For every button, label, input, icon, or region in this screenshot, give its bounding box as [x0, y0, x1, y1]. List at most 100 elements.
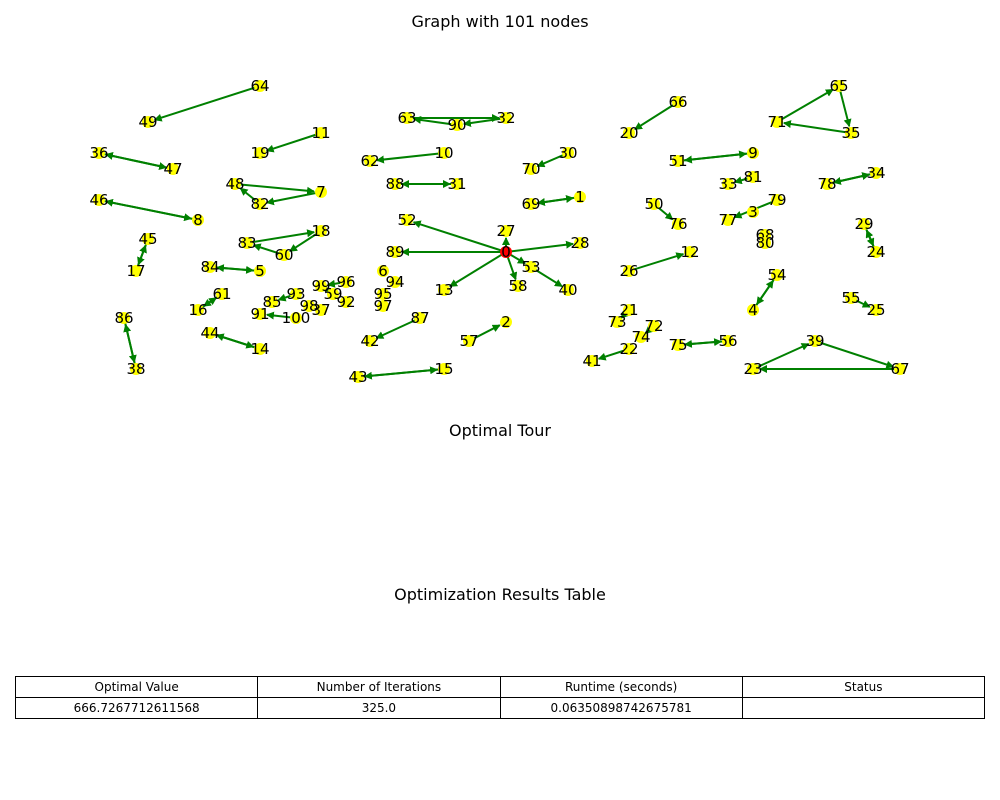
node-97-label: 97 [373, 297, 392, 315]
edge-15-43 [363, 368, 445, 380]
node-92-label: 92 [336, 293, 355, 311]
edge-5-84 [215, 264, 261, 273]
node-70-label: 70 [521, 160, 540, 178]
node-56-label: 56 [718, 332, 737, 350]
header-status: Status [741, 676, 986, 698]
node-80-marker [759, 237, 771, 249]
node-71-marker [771, 116, 783, 128]
node-48-marker [229, 178, 241, 190]
table-title: Optimization Results Table [394, 585, 606, 604]
node-23-label: 23 [743, 360, 762, 378]
tour-title: Optimal Tour [449, 421, 551, 440]
node-70-marker [525, 163, 537, 175]
edge-0-13 [449, 251, 507, 288]
node-51-label: 51 [668, 152, 687, 170]
node-17-label: 17 [126, 262, 145, 280]
node-43-marker [352, 371, 364, 383]
node-27-label: 27 [496, 222, 515, 240]
node-74-marker [635, 331, 647, 343]
node-9-label: 9 [748, 144, 758, 162]
node-75-label: 75 [668, 336, 687, 354]
node-39-label: 39 [805, 332, 824, 350]
node-4-marker [747, 304, 759, 316]
node-55-marker [845, 292, 857, 304]
node-79-marker [771, 194, 783, 206]
node-30-label: 30 [558, 144, 577, 162]
node-18-label: 18 [311, 222, 330, 240]
node-46-label: 46 [89, 191, 108, 209]
node-47-label: 47 [163, 160, 182, 178]
node-37-label: 37 [311, 301, 330, 319]
node-47-marker [167, 163, 179, 175]
node-81-marker [747, 171, 759, 183]
node-37-marker [315, 304, 327, 316]
node-20-label: 20 [619, 124, 638, 142]
node-41-marker [586, 355, 598, 367]
node-82-marker [254, 198, 266, 210]
node-32-label: 32 [496, 109, 515, 127]
node-35-label: 35 [841, 124, 860, 142]
node-44-label: 44 [200, 324, 219, 342]
node-64-marker [254, 80, 266, 92]
node-91-label: 91 [250, 305, 269, 323]
node-14-label: 14 [250, 340, 269, 358]
cell-runtime: 0.06350898742675781 [499, 697, 743, 719]
node-52-label: 52 [397, 211, 416, 229]
cell-status [741, 697, 986, 719]
node-38-label: 38 [126, 360, 145, 378]
node-71-label: 71 [767, 113, 786, 131]
node-95-marker [377, 288, 389, 300]
node-15-label: 15 [434, 360, 453, 378]
node-85-marker [266, 296, 278, 308]
node-60-label: 60 [274, 246, 293, 264]
node-2-marker [500, 316, 512, 328]
node-10-marker [438, 147, 450, 159]
node-22-marker [623, 343, 635, 355]
node-81-label: 81 [743, 168, 762, 186]
node-53-label: 53 [521, 258, 540, 276]
node-99-marker [315, 280, 327, 292]
node-45-label: 45 [138, 230, 157, 248]
node-2-label: 2 [501, 313, 511, 331]
node-74-label: 74 [631, 328, 650, 346]
node-13-marker [438, 284, 450, 296]
node-52-marker [401, 214, 413, 226]
node-73-marker [611, 316, 623, 328]
node-94-label: 94 [385, 273, 404, 291]
node-65-label: 65 [829, 77, 848, 95]
node-14-marker [254, 343, 266, 355]
node-73-label: 73 [607, 313, 626, 331]
node-79-label: 79 [767, 191, 786, 209]
node-16-label: 16 [188, 301, 207, 319]
node-27-marker [500, 225, 512, 237]
node-100-label: 100 [282, 309, 311, 327]
node-11-label: 11 [311, 124, 330, 142]
header-runtime: Runtime (seconds) [499, 676, 743, 698]
cell-iterations: 325.0 [257, 697, 501, 719]
table-row: 666.7267712611568 325.0 0.06350898742675… [14, 697, 986, 719]
cell-optimal-value: 666.7267712611568 [14, 697, 259, 719]
node-54-label: 54 [767, 266, 786, 284]
edge-71-65 [776, 88, 834, 123]
node-61-label: 61 [212, 285, 231, 303]
node-17-marker [130, 265, 142, 277]
edge-1-69 [536, 196, 581, 206]
node-96-label: 96 [336, 273, 355, 291]
node-32-marker [500, 112, 512, 124]
edge-64-49 [153, 85, 261, 122]
node-33-label: 33 [718, 175, 737, 193]
node-21-marker [623, 304, 635, 316]
node-44-marker [204, 327, 216, 339]
node-87-label: 87 [410, 309, 429, 327]
node-89-marker [389, 246, 401, 258]
node-5-label: 5 [255, 262, 265, 280]
node-28-marker [574, 237, 586, 249]
edge-53-40 [530, 266, 563, 288]
node-58-marker [512, 280, 524, 292]
edge-10-62 [375, 152, 445, 164]
node-54-marker [771, 269, 783, 281]
node-1-marker [574, 191, 586, 203]
node-62-label: 62 [360, 152, 379, 170]
node-76-marker [672, 218, 684, 230]
